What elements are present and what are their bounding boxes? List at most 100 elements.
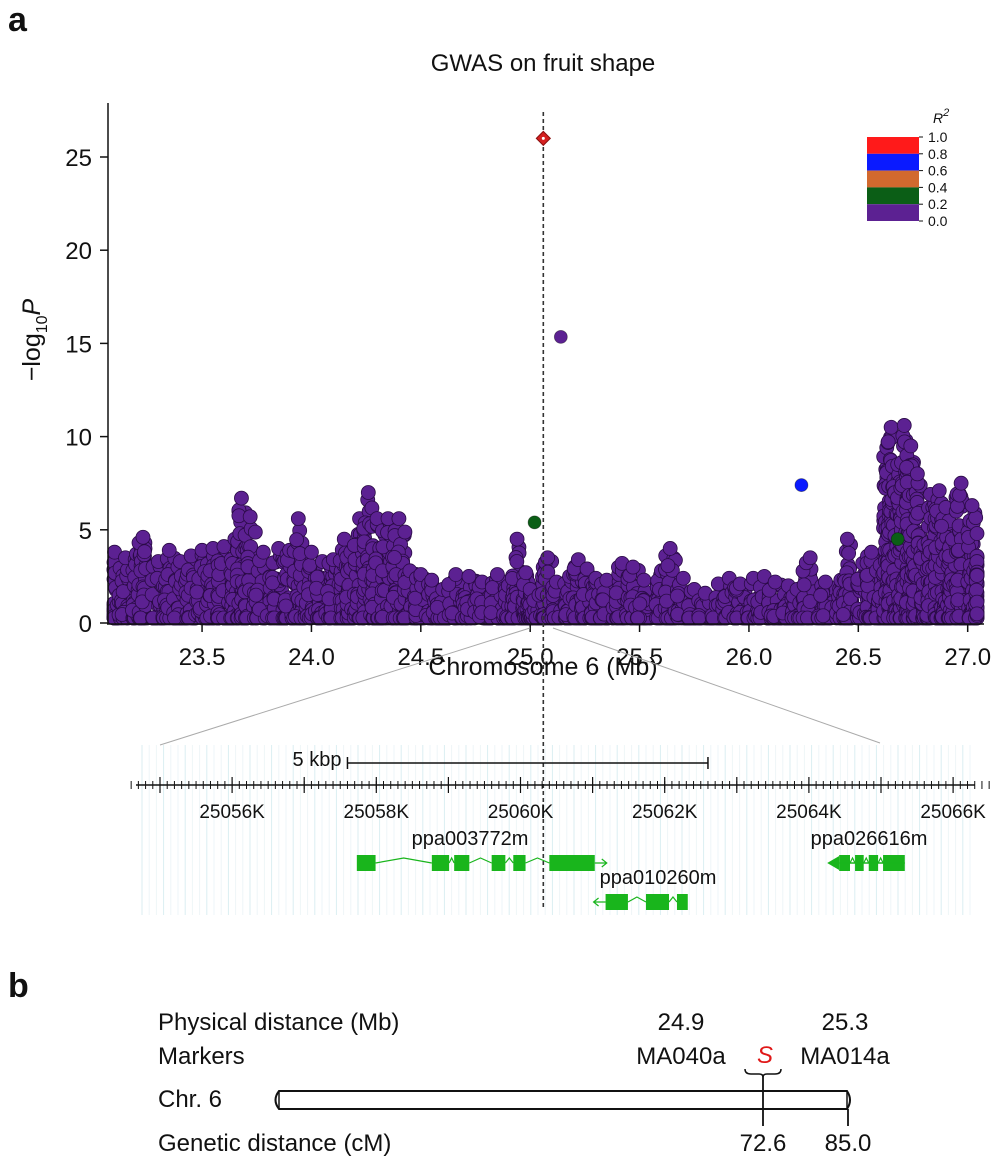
- snp-point: [289, 532, 304, 548]
- snp-point: [931, 483, 947, 499]
- lead-snp-center: [541, 136, 545, 140]
- y-label-sub: 10: [34, 315, 51, 333]
- marker-2-name: MA014a: [800, 1043, 890, 1070]
- gene-ppa010260m: ppa010260m: [592, 867, 717, 910]
- locus-genetic-distance: 72.6: [740, 1130, 787, 1157]
- legend-tick-label: 0.0: [928, 213, 948, 229]
- snp-point: [632, 596, 648, 612]
- snp-point: [391, 511, 407, 527]
- snp-point: [964, 498, 980, 513]
- intron: [668, 896, 678, 903]
- exon: [431, 855, 450, 871]
- svg-text:−log10P: −log10P: [18, 298, 51, 381]
- snp-point: [969, 606, 985, 622]
- exon: [356, 855, 376, 871]
- snp-point: [302, 557, 318, 573]
- snp-15: [553, 329, 568, 344]
- legend-tick-label: 0.6: [928, 163, 948, 179]
- snp-point: [802, 550, 818, 566]
- gene-track: 5 kbp 25056K 25058K 25060K 25062K 25064K 25066…: [130, 749, 990, 910]
- y-tick-label: 10: [65, 425, 92, 452]
- snp-point: [630, 610, 646, 626]
- x-tick-label: 27.0: [944, 644, 991, 671]
- highlighted-snps: [527, 130, 905, 547]
- exon: [491, 855, 506, 871]
- snp-point: [883, 419, 899, 435]
- scale-bar-label: 5 kbp: [293, 749, 342, 771]
- exon: [645, 894, 670, 910]
- snp-point: [675, 570, 691, 586]
- x-tick-label: 26.0: [726, 644, 773, 671]
- snp-point: [625, 559, 641, 575]
- intron: [627, 896, 647, 903]
- ruler-tick-label: 25056K: [199, 802, 265, 823]
- gene-label: ppa010260m: [600, 867, 717, 889]
- marker-1-name: MA040a: [636, 1043, 726, 1070]
- snp-point: [662, 541, 678, 556]
- gene-ppa026616m: ppa026616m: [811, 828, 928, 871]
- label-genetic-distance: Genetic distance (cM): [158, 1130, 391, 1157]
- ruler-tick-label: 25062K: [632, 802, 698, 823]
- snp-points: [106, 418, 985, 626]
- intron: [525, 857, 550, 864]
- legend-tick-label: 0.2: [928, 196, 948, 212]
- end-genetic-distance: 85.0: [825, 1130, 872, 1157]
- snp-point: [670, 588, 685, 604]
- ruler-tick-label: 25058K: [344, 802, 410, 823]
- legend-tick-label: 1.0: [928, 129, 948, 145]
- snp-point: [835, 607, 851, 622]
- snp-ld-blue: [794, 478, 809, 492]
- snp-point: [839, 531, 855, 547]
- legend-tick-label: 0.8: [928, 146, 948, 162]
- y-tick-label: 25: [65, 145, 92, 172]
- snp-point: [636, 572, 652, 588]
- snp-ld-green-2: [890, 532, 905, 547]
- locus-bracket: [744, 1068, 782, 1078]
- exon: [513, 855, 526, 871]
- exon: [454, 855, 470, 871]
- snp-point: [969, 568, 985, 583]
- snp-point: [242, 509, 258, 525]
- legend-swatch: [867, 137, 919, 154]
- snp-point: [424, 572, 440, 588]
- y-label-main: −log: [18, 333, 46, 381]
- y-label-italic: P: [18, 298, 46, 315]
- snp-point: [290, 511, 306, 527]
- snp-point: [767, 574, 783, 590]
- snp-point: [489, 567, 505, 582]
- snp-point: [660, 558, 676, 573]
- svg-text:R2: R2: [933, 107, 949, 126]
- x-tick-label: 23.5: [179, 644, 226, 671]
- snp-point: [864, 544, 879, 560]
- snp-point: [818, 574, 833, 590]
- snp-point: [483, 605, 499, 621]
- ruler-tick-label: 25064K: [776, 802, 842, 823]
- snp-point: [796, 577, 812, 593]
- exon: [605, 894, 628, 910]
- snp-point: [969, 526, 985, 541]
- snp-point: [255, 544, 271, 560]
- snp-point: [896, 418, 912, 433]
- exon: [549, 855, 595, 871]
- snp-point: [509, 531, 525, 547]
- y-tick-label: 15: [65, 331, 92, 358]
- snp-point: [813, 587, 829, 603]
- legend-swatch: [867, 170, 919, 188]
- snp-point: [509, 554, 525, 569]
- snp-point: [518, 565, 534, 581]
- ruler-tick-label: 25060K: [488, 802, 554, 823]
- chart-title: GWAS on fruit shape: [431, 50, 656, 77]
- label-physical-distance: Physical distance (Mb): [158, 1009, 399, 1036]
- legend-title: R: [933, 110, 943, 126]
- y-tick-label: 5: [79, 518, 92, 545]
- label-markers: Markers: [158, 1043, 245, 1070]
- snp-point: [461, 569, 477, 584]
- legend-title-sup: 2: [942, 107, 949, 119]
- snp-point: [304, 544, 319, 560]
- gene-label: ppa026616m: [811, 828, 928, 850]
- strand-arrow: [594, 858, 608, 868]
- legend-swatch: [867, 187, 919, 205]
- snp-point: [691, 610, 707, 626]
- snp-point: [247, 524, 263, 540]
